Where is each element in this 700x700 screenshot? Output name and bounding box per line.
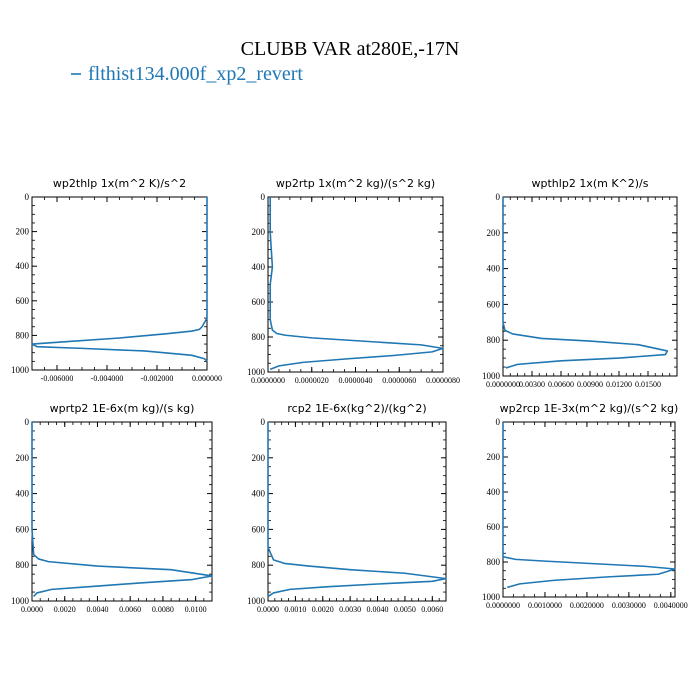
- series-line-1: [502, 422, 676, 589]
- x-tick-label: 0.0040: [86, 605, 108, 614]
- y-tick-label: 600: [16, 524, 30, 534]
- y-tick-label: 200: [16, 453, 30, 463]
- x-tick-label: 0.0000000: [486, 601, 520, 610]
- x-tick-label: 0.000000: [192, 374, 222, 383]
- x-tick-label: 0.0010000: [528, 601, 562, 610]
- x-tick-label: 0.0000000: [251, 376, 285, 385]
- x-tick-label: 0.0060: [119, 605, 141, 614]
- panels-group: wp2thlp 1x(m^2 K)/s^2 0 200 400 600 800 1000 -0…: [11, 177, 688, 614]
- panel-title: wp2thlp 1x(m^2 K)/s^2: [53, 177, 186, 190]
- x-tick-label: 0.0100: [185, 605, 207, 614]
- y-tick-label: 200: [487, 228, 501, 238]
- x-tick-label: 0.0000020: [295, 376, 329, 385]
- x-tick-label: 0.0000060: [382, 376, 416, 385]
- x-tick-label: 0.0020000: [570, 601, 604, 610]
- panel-1: wp2thlp 1x(m^2 K)/s^2 0 200 400 600 800 1000 -0…: [11, 177, 222, 383]
- x-tick-label: 0.0000040: [339, 376, 373, 385]
- panel-5: rcp2 1E-6x(kg^2)/(kg^2) 0 200 400 600 800 1000…: [247, 402, 447, 614]
- series-line-1: [269, 197, 444, 371]
- x-tick-label: 0.0060: [421, 605, 443, 614]
- x-tick-label: -0.002000: [141, 374, 174, 383]
- y-tick-label: 400: [252, 489, 266, 499]
- x-tick-label: 0.01200: [606, 380, 632, 389]
- x-tick-label: 0.00300: [519, 380, 545, 389]
- x-tick-label: 0.0000: [21, 605, 43, 614]
- y-tick-label: 600: [16, 296, 30, 306]
- y-tick-label: 600: [252, 297, 266, 307]
- y-tick-label: 1000: [482, 592, 501, 602]
- panel-title: wp2rtp 1x(m^2 kg)/(s^2 kg): [276, 177, 435, 190]
- y-tick-label: 400: [16, 489, 30, 499]
- y-tick-label: 0: [25, 417, 30, 427]
- panel-title: wprtp2 1E-6x(m kg)/(s kg): [50, 402, 195, 415]
- x-tick-label: 0.01500: [635, 380, 661, 389]
- y-tick-label: 200: [252, 227, 266, 237]
- x-tick-label: 0.0010: [284, 605, 306, 614]
- x-tick-label: 0.0000000: [486, 380, 520, 389]
- y-tick-label: 800: [252, 332, 266, 342]
- x-tick-label: 0.0000080: [426, 376, 460, 385]
- y-tick-label: 200: [252, 453, 266, 463]
- y-tick-label: 200: [487, 452, 501, 462]
- y-tick-label: 800: [16, 560, 30, 570]
- series-line-1: [31, 422, 213, 598]
- y-tick-label: 600: [252, 524, 266, 534]
- panel-3: wpthlp2 1x(m K^2)/s020040060080010000.00…: [482, 177, 678, 389]
- panel-title: wpthlp2 1x(m K^2)/s: [532, 177, 649, 190]
- panel-2: wp2rtp 1x(m^2 kg)/(s^2 kg) 0 200 400 600 800 1…: [247, 177, 460, 385]
- figure-title: CLUBB VAR at280E,-17N: [241, 38, 460, 60]
- y-tick-label: 0: [261, 417, 266, 427]
- y-tick-label: 800: [487, 335, 501, 345]
- x-tick-label: 0.0040: [367, 605, 389, 614]
- y-tick-label: 800: [252, 560, 266, 570]
- y-tick-label: 600: [487, 522, 501, 532]
- y-tick-label: 0: [25, 192, 30, 202]
- x-tick-label: -0.004000: [91, 374, 124, 383]
- y-tick-label: 400: [16, 261, 30, 271]
- y-tick-label: 400: [487, 264, 501, 274]
- x-tick-label: 0.0080: [152, 605, 174, 614]
- y-tick-label: 1000: [11, 365, 30, 375]
- y-tick-label: 1000: [247, 367, 266, 377]
- y-tick-label: 600: [487, 299, 501, 309]
- x-tick-label: 0.00600: [548, 380, 574, 389]
- y-tick-label: 0: [496, 192, 501, 202]
- panel-4: wprtp2 1E-6x(m kg)/(s kg) 0 200 400 600 800 10…: [11, 402, 213, 614]
- y-tick-label: 0: [261, 192, 266, 202]
- y-tick-label: 800: [16, 330, 30, 340]
- panel-title: rcp2 1E-6x(kg^2)/(kg^2): [287, 402, 426, 415]
- x-tick-label: 0.0050: [394, 605, 416, 614]
- y-tick-label: 0: [496, 417, 501, 427]
- y-tick-label: 200: [16, 227, 30, 237]
- panel-title: wp2rcp 1E-3x(m^2 kg)/(s^2 kg): [500, 402, 679, 415]
- x-tick-label: 0.0040000: [654, 601, 688, 610]
- y-tick-label: 400: [252, 262, 266, 272]
- panel-6: wp2rcp 1E-3x(m^2 kg)/(s^2 kg) 0 200 400 600 8…: [482, 402, 688, 610]
- x-tick-label: 0.0030000: [612, 601, 646, 610]
- y-tick-label: 400: [487, 487, 501, 497]
- series-line-1: [267, 422, 447, 598]
- x-tick-label: 0.0000: [257, 605, 279, 614]
- x-tick-label: 0.0030: [339, 605, 361, 614]
- y-tick-label: 1000: [11, 596, 30, 606]
- x-tick-label: 0.0020: [54, 605, 76, 614]
- y-tick-label: 800: [487, 557, 501, 567]
- x-tick-label: -0.006000: [41, 374, 74, 383]
- y-tick-label: 1000: [482, 371, 501, 381]
- legend-label: flthist134.000f_xp2_revert: [88, 63, 303, 85]
- series-line-1: [502, 197, 669, 369]
- series-line-1: [31, 197, 208, 362]
- y-tick-label: 1000: [247, 596, 266, 606]
- x-tick-label: 0.00900: [577, 380, 603, 389]
- x-tick-label: 0.0020: [312, 605, 334, 614]
